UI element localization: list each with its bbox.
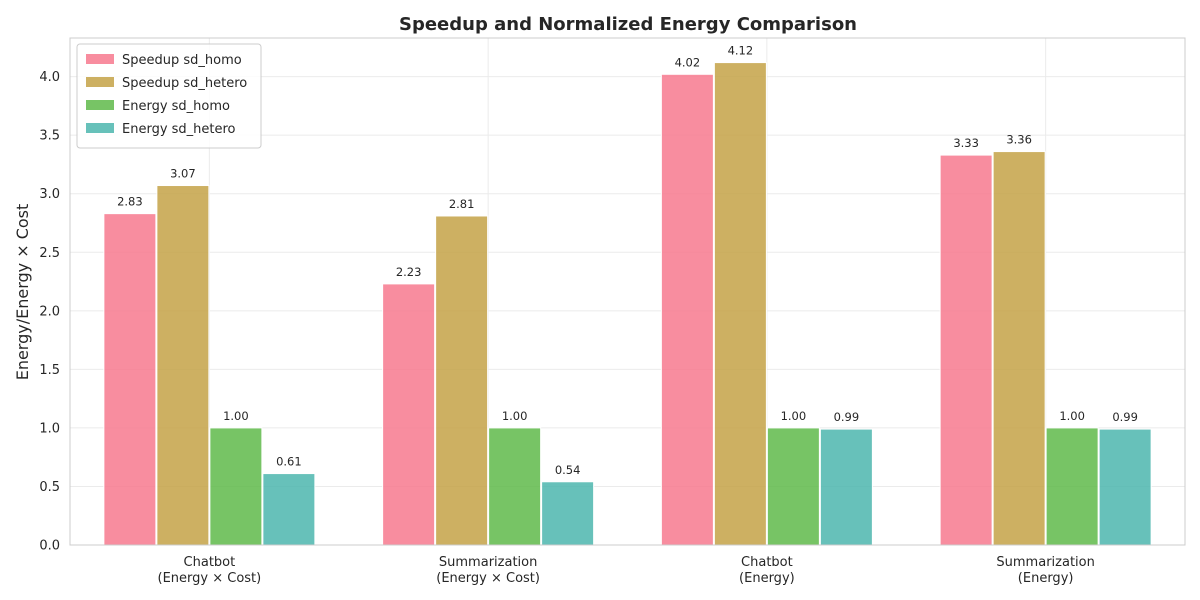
- y-tick-label: 3.5: [39, 129, 60, 144]
- y-tick-label: 1.0: [39, 421, 60, 436]
- bars-layer: [103, 62, 1152, 546]
- data-label: 2.23: [396, 265, 422, 279]
- x-tick-label-line: Chatbot: [184, 555, 236, 570]
- x-tick-label: Summarization (Energy): [996, 555, 1094, 586]
- bar: [488, 427, 542, 546]
- plot-frame: [69, 37, 1186, 546]
- bar: [156, 185, 210, 546]
- y-tick-label: 0.0: [39, 539, 60, 554]
- bar: [435, 215, 489, 546]
- x-tick-label-line: (Energy × Cost): [158, 571, 262, 586]
- data-label: 3.36: [1006, 133, 1032, 147]
- bar: [541, 481, 595, 546]
- x-tick-label-line: Summarization: [996, 555, 1094, 570]
- x-tick-label-line: Summarization: [439, 555, 537, 570]
- legend-swatch: [86, 54, 114, 64]
- legend-swatch: [86, 100, 114, 110]
- x-tick-label: Chatbot (Energy × Cost): [158, 555, 262, 586]
- y-tick-label: 0.5: [39, 480, 60, 495]
- y-tick-label: 4.0: [39, 70, 60, 85]
- bar: [103, 213, 157, 546]
- bar: [939, 154, 993, 546]
- chart-title: Speedup and Normalized Energy Comparison: [399, 14, 857, 35]
- bar: [713, 62, 767, 546]
- bar: [1045, 427, 1099, 546]
- x-tick-label-line: (Energy): [739, 571, 795, 586]
- legend-box: [76, 43, 262, 149]
- y-tick-label: 3.0: [39, 187, 60, 202]
- data-label: 3.33: [953, 136, 979, 150]
- data-label: 1.00: [223, 409, 249, 423]
- labels-layer: 2.83 2.23 4.02 3.33 3.07 2.81 4.12 3.36 1.00 1.00…: [117, 44, 1138, 477]
- x-tick-label-line: Chatbot: [741, 555, 793, 570]
- y-axis-label: Energy/Energy × Cost: [13, 204, 32, 381]
- x-tick-label: Summarization (Energy × Cost): [436, 555, 540, 586]
- data-label: 1.00: [1059, 409, 1085, 423]
- legend-swatch: [86, 123, 114, 133]
- data-label: 0.99: [834, 410, 860, 424]
- legend-label: Energy sd_hetero: [122, 122, 236, 137]
- data-label: 4.12: [728, 44, 754, 58]
- legend-swatch: [86, 77, 114, 87]
- data-label: 0.61: [276, 455, 302, 469]
- bar: [209, 427, 263, 546]
- data-label: 2.83: [117, 195, 143, 209]
- y-tick-label: 2.0: [39, 304, 60, 319]
- data-label: 0.99: [1112, 410, 1138, 424]
- legend-label: Speedup sd_hetero: [122, 76, 247, 91]
- data-label: 0.54: [555, 463, 581, 477]
- y-tick-label: 2.5: [39, 246, 60, 261]
- data-label: 3.07: [170, 167, 196, 181]
- bar: [819, 428, 873, 546]
- x-tick-label-line: (Energy × Cost): [436, 571, 540, 586]
- bar: [660, 73, 714, 546]
- data-label: 1.00: [781, 409, 807, 423]
- legend: Speedup sd_homo Speedup sd_hetero Energy s…: [76, 43, 262, 149]
- bar: [382, 283, 436, 546]
- x-tick-label-line: (Energy): [1018, 571, 1074, 586]
- legend-label: Energy sd_homo: [122, 99, 230, 114]
- bar: [262, 473, 316, 546]
- data-label: 4.02: [675, 55, 701, 69]
- bar: [766, 427, 820, 546]
- legend-label: Speedup sd_homo: [122, 53, 242, 68]
- bar: [992, 151, 1046, 546]
- y-tick-label: 1.5: [39, 363, 60, 378]
- data-label: 2.81: [449, 197, 475, 211]
- data-label: 1.00: [502, 409, 528, 423]
- x-tick-label: Chatbot (Energy): [739, 555, 795, 586]
- bar: [1098, 428, 1152, 546]
